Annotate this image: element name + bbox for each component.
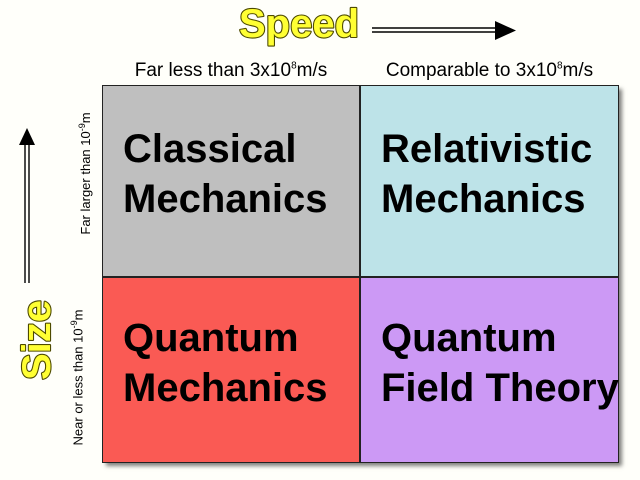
svg-text:Speed: Speed: [239, 2, 359, 46]
svg-text:Size: Size: [15, 300, 59, 380]
